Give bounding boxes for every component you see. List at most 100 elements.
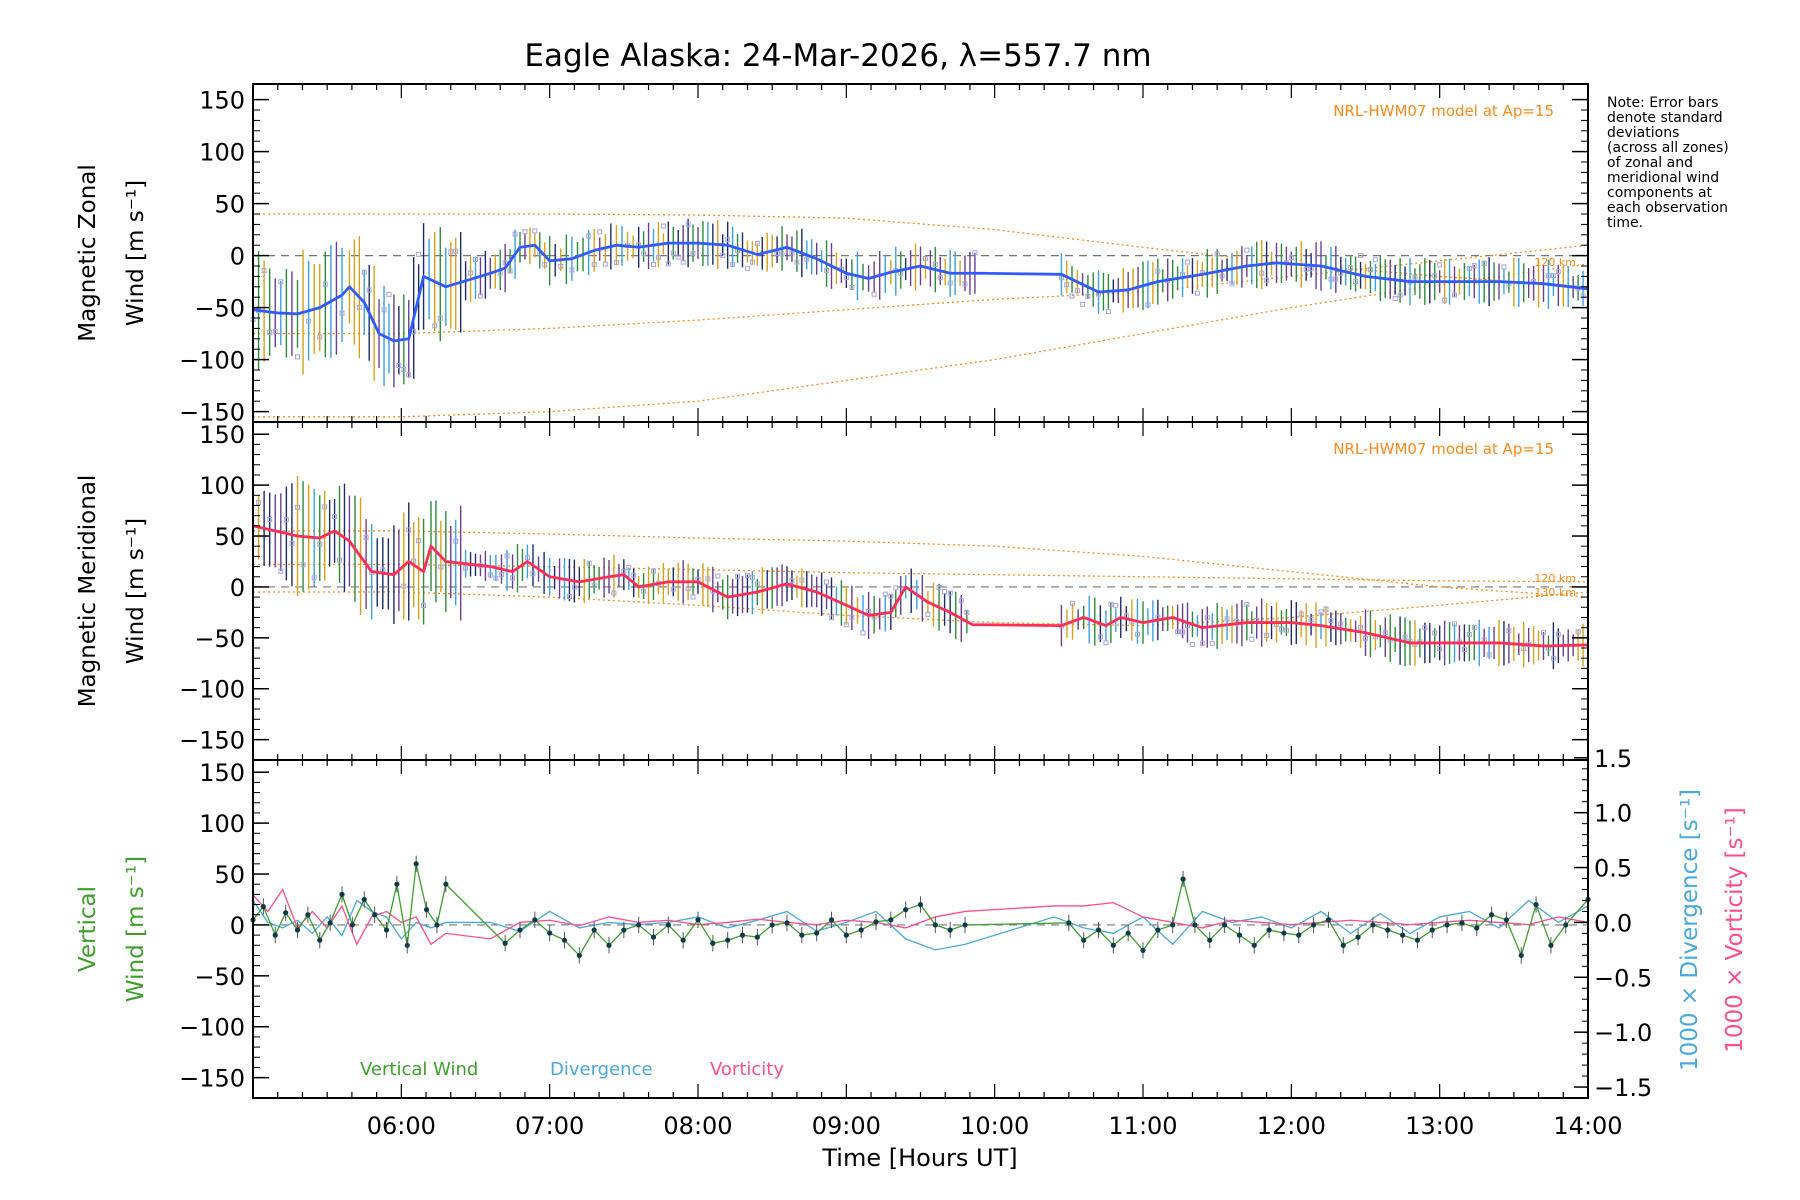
scatter-point (487, 572, 493, 578)
legend-vertical-wind: Vertical Wind (360, 1059, 478, 1080)
scatter-point (1298, 611, 1304, 617)
vertical-wind-point (413, 861, 419, 867)
y-tick-label: 150 (199, 87, 245, 115)
note-line-5: of zonal and (1607, 155, 1693, 171)
scatter-point (1486, 652, 1492, 658)
altitude-label-1: 120 km (1534, 572, 1576, 585)
vertical-wind-point (423, 907, 430, 913)
vertical-wind-point (260, 904, 266, 910)
note-box: Note: Error bars denote standard deviati… (1607, 95, 1729, 231)
scatter-point (1069, 293, 1075, 299)
vertical-wind-point (873, 919, 879, 925)
scatter-point (942, 589, 948, 595)
scatter-point (1471, 263, 1477, 269)
scatter-point (720, 252, 726, 258)
y-tick-label: 0 (230, 574, 245, 602)
scatter-point (278, 279, 284, 285)
model-curve-2 (253, 563, 1589, 583)
vertical-wind-point (1095, 927, 1102, 933)
scatter-point (824, 579, 830, 585)
vertical-wind-point (888, 917, 894, 923)
zonal-wind-line (252, 241, 1589, 343)
scatter-point (1353, 278, 1359, 284)
scatter-point (1466, 631, 1472, 637)
vertical-wind-point (1207, 937, 1213, 943)
scatter-point (1113, 602, 1119, 608)
y2-tick-label: −1.5 (1594, 1074, 1652, 1102)
scatter-point (416, 251, 422, 257)
x-tick-label: 08:00 (663, 1112, 732, 1140)
scatter-point (1264, 277, 1270, 283)
scatter-point (849, 614, 855, 620)
scatter-point (1437, 262, 1443, 268)
vertical-wind-point (1429, 927, 1435, 933)
scatter-point (1108, 601, 1114, 607)
scatter-point (453, 248, 459, 254)
scatter-point (1521, 645, 1527, 651)
scatter-point (754, 240, 760, 246)
vertical-wind-point (1459, 920, 1465, 926)
scatter-point (332, 513, 338, 519)
scatter-point (278, 568, 284, 574)
scatter-point (947, 280, 953, 286)
y-tick-label: −50 (194, 963, 245, 991)
vertical-wind-point (1325, 917, 1332, 923)
vertical-wind-point (1251, 942, 1257, 948)
scatter-point (1466, 266, 1472, 272)
y-tick-label: −100 (179, 347, 245, 375)
vertical-wind-point (650, 934, 657, 940)
vertical-wind-point (1355, 934, 1361, 940)
vertical-wind-point (1155, 927, 1161, 933)
scatter-point (1432, 273, 1438, 279)
vertical-wind-point (1081, 937, 1087, 943)
scatter-point (1501, 264, 1507, 270)
scatter-point (651, 568, 656, 574)
scatter-point (866, 608, 872, 614)
vertical-wind-point (754, 934, 760, 940)
y-tick-label: −100 (179, 1014, 245, 1042)
vorticity-axis-label: 1000 × Vorticity [s⁻¹] (1722, 807, 1748, 1053)
scatter-point (401, 366, 407, 372)
scatter-point (1288, 254, 1294, 260)
vertical-wind-point (606, 942, 612, 948)
scatter-point (300, 562, 306, 568)
scatter-point (477, 293, 483, 299)
y-tick-label: 150 (199, 421, 245, 449)
vertical-wind-point (621, 927, 627, 933)
error-bars (252, 218, 1584, 388)
y-tick-label: 150 (199, 759, 245, 787)
scatter-point (1367, 267, 1373, 273)
scatter-points (256, 499, 1581, 661)
scatter-point (779, 251, 785, 257)
scatter-point (289, 540, 295, 546)
scatter-point (311, 575, 317, 581)
scatter-point (932, 261, 938, 267)
scatter-point (651, 261, 656, 267)
y-tick-label: −50 (194, 625, 245, 653)
vertical-wind-point (636, 922, 642, 928)
scatter-point (1392, 296, 1398, 302)
error-bars (252, 475, 1584, 670)
vertical-wind-point (1281, 930, 1287, 936)
vertical-wind-point (665, 922, 671, 928)
scatter-point (888, 593, 894, 599)
scatter-point (1244, 247, 1250, 253)
scatter-point (566, 594, 572, 600)
scatter-point (799, 577, 805, 583)
scatter-point (754, 581, 760, 587)
vertical-wind-point (532, 917, 538, 923)
scatter-point (1363, 635, 1368, 641)
chart-panels: NRL-HWM07 model at Ap=15 120 km −150 −100 −5… (75, 83, 1748, 1172)
scatter-point (1224, 616, 1230, 622)
scatter-point (685, 221, 691, 227)
scatter-point (749, 259, 755, 265)
scatter-point (843, 622, 849, 628)
note-line-8: each observation (1607, 200, 1728, 216)
scatter-point (463, 565, 469, 571)
scatter-point (502, 260, 508, 266)
vertical-wind-point (1340, 942, 1346, 948)
scatter-point (1318, 609, 1324, 615)
vertical-wind-point (695, 917, 701, 923)
scatter-point (1402, 634, 1408, 640)
